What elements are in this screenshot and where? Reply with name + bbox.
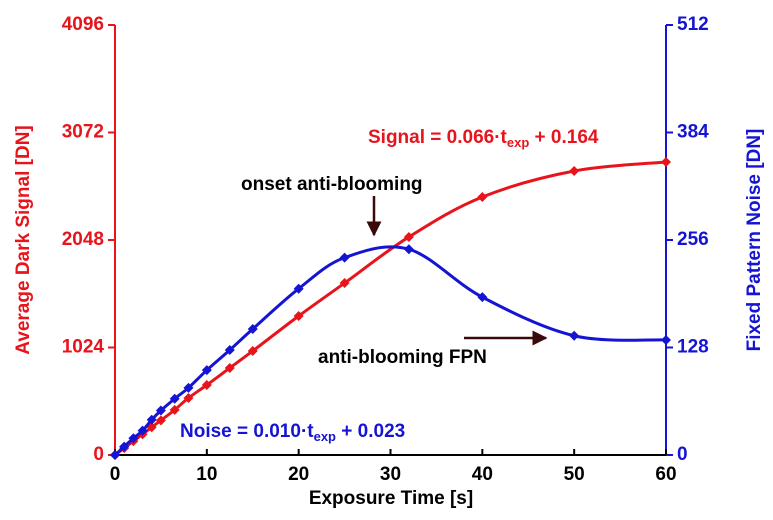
y-axis-title: Average Dark Signal [DN] [13, 125, 34, 354]
y-tick-label: 1024 [62, 337, 105, 358]
point [569, 330, 580, 341]
fpn-annotation: anti-blooming FPN [318, 347, 487, 368]
point [403, 231, 414, 242]
point [110, 450, 120, 460]
point [403, 244, 414, 255]
x-tick-label: 10 [196, 464, 217, 485]
y-tick-label: 0 [93, 444, 104, 465]
x-tick-label: 50 [564, 464, 585, 485]
point [293, 311, 304, 322]
eq-tail: + 0.164 [529, 127, 599, 148]
x-tick-label: 60 [655, 464, 676, 485]
y2-tick-label: 0 [677, 444, 688, 465]
point [201, 379, 212, 390]
point [569, 166, 580, 177]
point [339, 278, 350, 289]
point [146, 414, 157, 425]
point [128, 433, 139, 444]
point [183, 382, 194, 393]
y2-tick-label: 384 [677, 122, 709, 143]
y2-tick-label: 256 [677, 229, 709, 250]
point [169, 393, 180, 404]
x-tick-label: 40 [472, 464, 493, 485]
eq-sub: exp [507, 135, 529, 150]
point [119, 441, 130, 452]
x-tick-label: 20 [288, 464, 309, 485]
point [293, 283, 304, 294]
y2-tick-label: 512 [677, 14, 709, 35]
point [224, 345, 235, 356]
eq-text: Noise = 0.010·t [180, 421, 314, 442]
point [477, 292, 488, 303]
signal-equation: Signal = 0.066·texp + 0.164 [368, 127, 599, 150]
point [137, 425, 148, 436]
point [155, 405, 166, 416]
x-tick-label: 30 [380, 464, 401, 485]
x-axis-title: Exposure Time [s] [309, 488, 473, 509]
y-tick-label: 4096 [62, 14, 104, 35]
eq-sub: exp [314, 429, 336, 444]
point [183, 392, 194, 403]
x-tick-label: 0 [110, 464, 121, 485]
point [169, 404, 180, 415]
y-tick-label: 2048 [62, 229, 104, 250]
point [247, 324, 258, 335]
onset-annotation: onset anti-blooming [241, 174, 423, 195]
point [339, 252, 350, 263]
point [661, 156, 671, 167]
point [661, 334, 671, 345]
point [247, 345, 258, 356]
point [155, 415, 166, 426]
y2-tick-label: 128 [677, 337, 709, 358]
y-tick-label: 3072 [62, 122, 104, 143]
noise-equation: Noise = 0.010·texp + 0.023 [180, 421, 405, 444]
eq-tail: + 0.023 [336, 421, 405, 442]
point [477, 191, 488, 202]
point [224, 362, 235, 373]
y2-axis-title: Fixed Pattern Noise [DN] [744, 129, 765, 352]
eq-text: Signal = 0.066·t [368, 127, 508, 148]
point [201, 365, 212, 376]
series-line [114, 160, 667, 457]
